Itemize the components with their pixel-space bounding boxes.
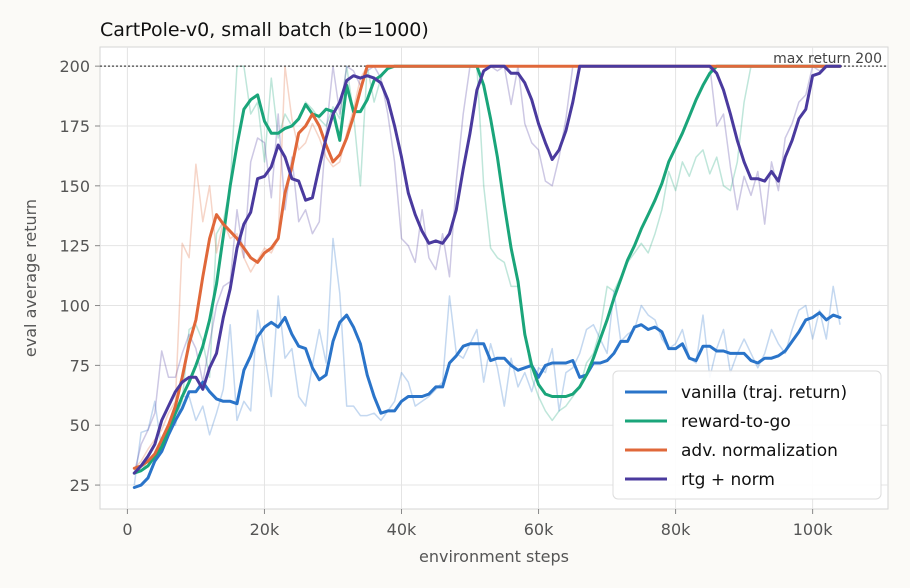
series-line [132, 64, 842, 475]
legend-entry-label: reward-to-go [681, 412, 791, 432]
legend-entry-label: rtg + norm [681, 470, 775, 490]
x-axis-label: environment steps [419, 547, 569, 566]
chart-title: CartPole-v0, small batch (b=1000) [100, 19, 429, 41]
y-tick-label: 25 [70, 476, 90, 495]
legend-entry-label: vanilla (traj. return) [681, 383, 847, 403]
series-line [132, 311, 842, 489]
y-tick-label: 75 [70, 356, 90, 375]
max-return-annotation: max return 200 [773, 51, 882, 67]
y-tick-label: 200 [59, 57, 90, 76]
legend-box [612, 370, 882, 500]
y-tick-label: 50 [70, 416, 90, 435]
x-tick-label: 60k [524, 520, 554, 539]
y-tick-label: 125 [59, 237, 90, 256]
x-tick-label: 80k [661, 520, 691, 539]
axes: 0 20k 40k 60k 80k 100k 25 50 75 100 125 150 175 200 [59, 57, 833, 539]
y-tick-label: 150 [59, 177, 90, 196]
series-line [132, 64, 842, 470]
legend: vanilla (traj. return) reward-to-go adv. n… [612, 370, 882, 500]
x-tick-label: 0 [122, 520, 132, 539]
y-tick-label: 100 [59, 297, 90, 316]
legend-entry-label: adv. normalization [681, 441, 838, 461]
x-tick-label: 100k [793, 520, 834, 539]
raw-series-line [133, 237, 841, 486]
raw-series-line [134, 65, 840, 474]
x-tick-label: 20k [250, 520, 280, 539]
y-tick-label: 175 [59, 117, 90, 136]
smoothed-series-lines [132, 64, 842, 489]
x-tick-label: 40k [387, 520, 417, 539]
y-axis-label: eval average return [21, 199, 40, 357]
